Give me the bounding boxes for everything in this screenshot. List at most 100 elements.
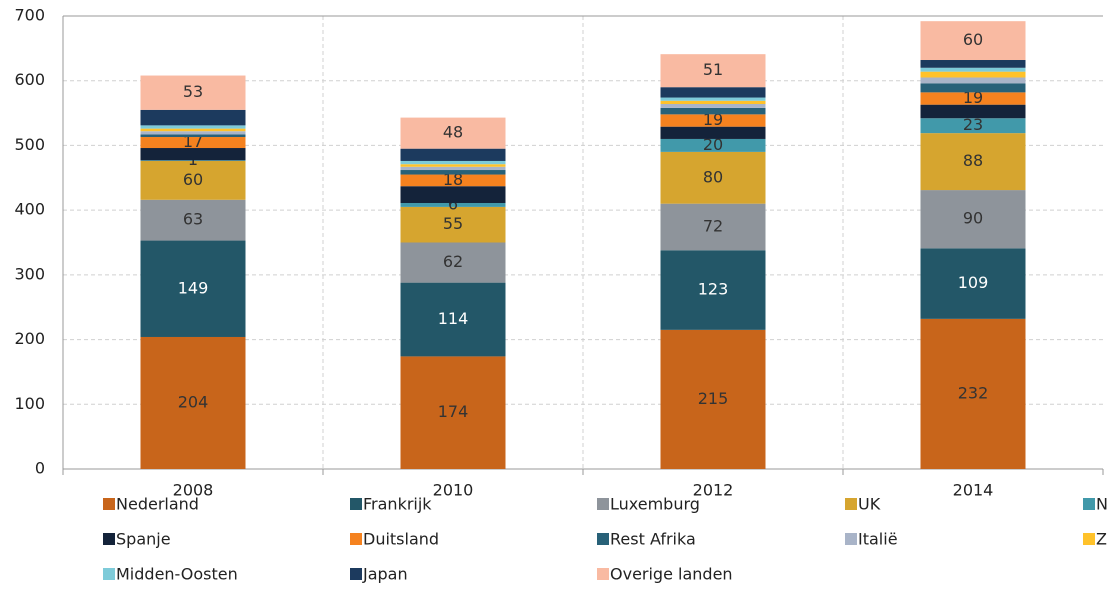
y-tick-label: 100 [14,394,45,413]
bar-segment [140,160,246,161]
legend-label: Zweden [1096,530,1107,549]
data-label: 90 [963,209,983,228]
bar-segment [660,329,766,469]
data-label: 123 [698,280,729,299]
bar-segment [400,170,506,175]
data-label: 215 [698,389,729,408]
data-label: 6 [448,194,458,213]
legend-label: Japan [362,565,408,584]
legend-label: Spanje [116,530,171,549]
data-label: 232 [958,383,989,402]
data-label: 60 [183,170,203,189]
bar-segment [140,125,246,129]
data-label: 19 [703,110,723,129]
data-label: 109 [958,273,989,292]
bar-segment [660,100,766,105]
data-label: 23 [963,115,983,134]
legend-label: Overige landen [610,565,733,584]
bar-segment [920,21,1026,61]
data-label: 51 [703,60,723,79]
data-label: 48 [443,123,463,142]
bar-segment [660,54,766,88]
bar-segment [400,242,506,283]
data-label: 53 [183,82,203,101]
data-label: 55 [443,214,463,233]
bar-segment [400,117,506,149]
data-label: 62 [443,252,463,271]
legend-swatch [1083,533,1095,545]
bar-segment [400,148,506,161]
y-tick-label: 500 [14,135,45,154]
data-label: 63 [183,210,203,229]
y-tick-label: 0 [35,459,45,478]
bar-segment [660,87,766,98]
legend-swatch [103,568,115,580]
bar-segment [400,174,506,187]
bar-segment [140,240,246,337]
data-label: 80 [703,167,723,186]
bar-segment [920,67,1026,72]
data-label: 60 [963,30,983,49]
bar-segment [140,199,246,241]
bar-segment [140,336,246,469]
bar-segment [400,356,506,469]
bar-segment [400,206,506,243]
bar-segment [920,77,1026,84]
data-label: 204 [178,392,209,411]
bar-segment [140,160,246,200]
y-tick-label: 300 [14,264,45,283]
bar-segment [400,186,506,204]
legend-label: Luxemburg [610,495,700,514]
data-label: 114 [438,309,469,328]
legend-label: Nederland [116,495,199,514]
bar-segment [660,250,766,330]
legend-swatch [597,568,609,580]
bar-segment [660,104,766,108]
legend-swatch [845,533,857,545]
bar-segment [660,107,766,115]
bar-segment [920,248,1026,319]
legend-swatch [350,533,362,545]
legend-swatch [597,498,609,510]
bar-segment [400,160,506,165]
bar-segment [140,109,246,126]
data-label: 18 [443,170,463,189]
legend-label: Midden-Oosten [116,565,238,584]
bar-segment [140,148,246,161]
bar-segment [920,83,1026,93]
x-tick-label: 2008 [173,481,214,500]
legend-label: UK [858,495,881,514]
data-label: 149 [178,278,209,297]
legend-swatch [845,498,857,510]
bar-segment [920,92,1026,105]
legend-swatch [103,533,115,545]
legend-swatch [597,533,609,545]
data-label: 72 [703,216,723,235]
legend-swatch [350,568,362,580]
bar-segment [920,104,1026,119]
data-label: 88 [963,151,983,170]
bar-segment [920,190,1026,249]
bar-segment [140,131,246,135]
bar-segment [140,137,246,149]
data-label: 20 [703,135,723,154]
x-tick-label: 2012 [693,481,734,500]
y-tick-label: 700 [14,6,45,25]
bar-segment [660,126,766,139]
y-tick-label: 200 [14,329,45,348]
bar-segment [660,151,766,204]
bar-segment [920,133,1026,191]
y-tick-label: 400 [14,200,45,219]
legend-label: Italië [858,530,898,549]
bar-segment [660,138,766,152]
bar-segment [400,164,506,167]
bar-segment [920,71,1026,78]
bar-segment [400,282,506,357]
data-label: 19 [963,88,983,107]
bar-segment [400,166,506,171]
bar-segment [920,318,1026,469]
legend-swatch [1083,498,1095,510]
x-tick-label: 2010 [433,481,474,500]
legend-label: Nigeria [1096,495,1107,514]
